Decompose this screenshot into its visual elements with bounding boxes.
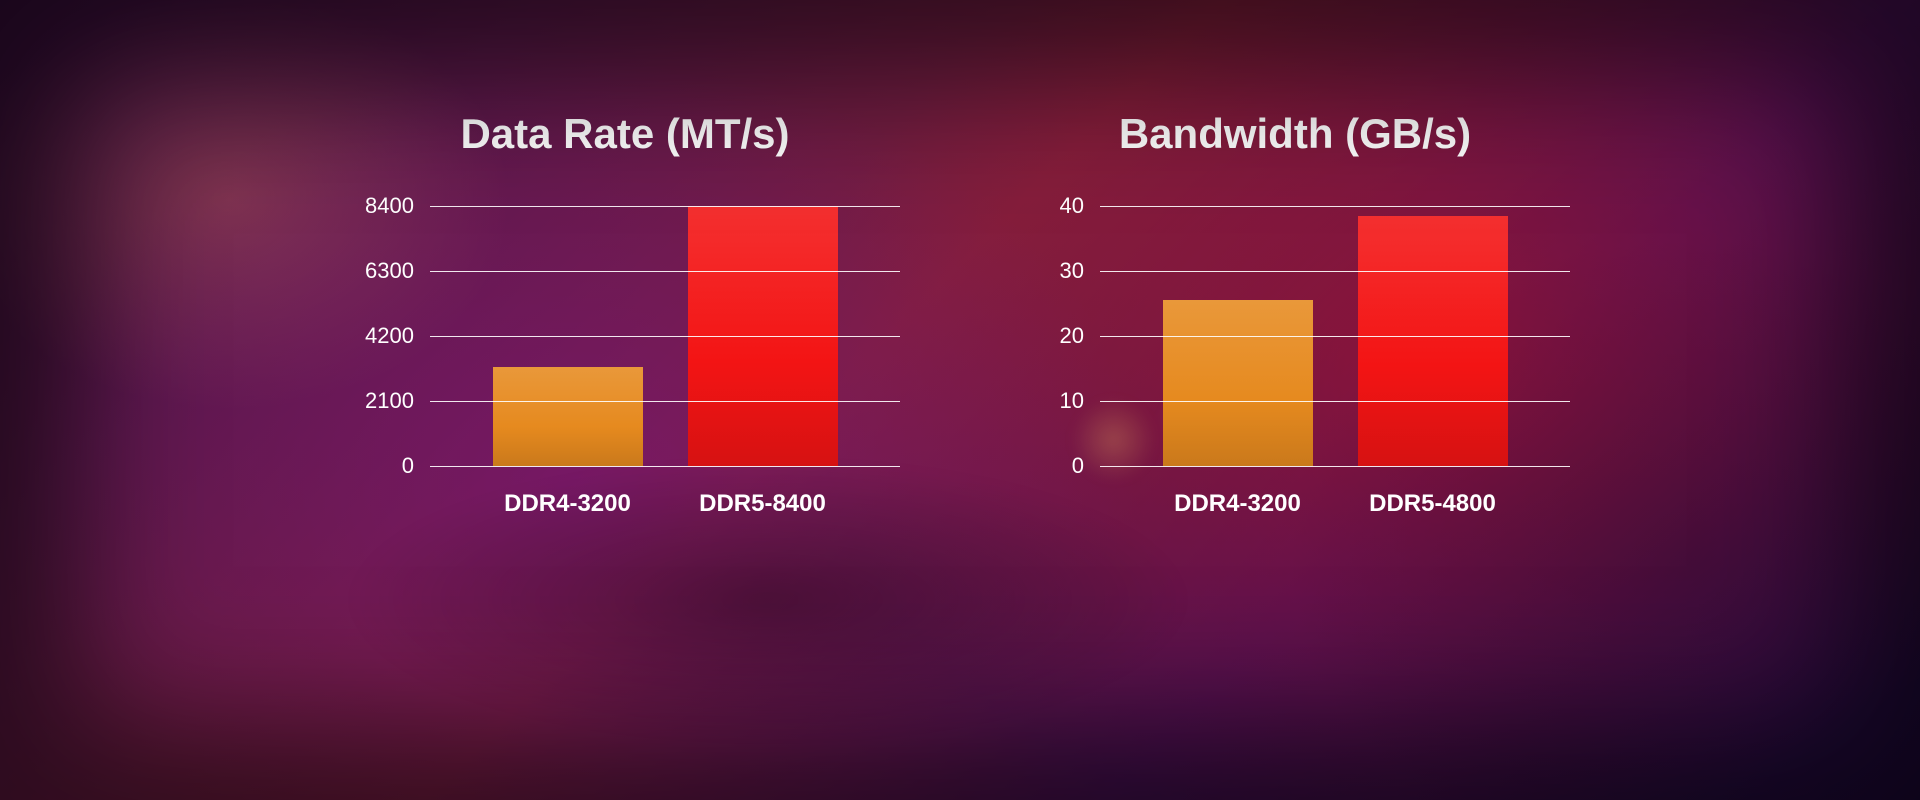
y-axis: 403020100 xyxy=(1020,206,1100,466)
y-tick-label: 4200 xyxy=(365,323,414,349)
y-axis: 84006300420021000 xyxy=(350,206,430,466)
gridline xyxy=(430,401,900,402)
y-tick-label: 30 xyxy=(1060,258,1084,284)
y-tick-label: 6300 xyxy=(365,258,414,284)
y-tick-label: 0 xyxy=(402,453,414,479)
x-axis-labels: DDR4-3200 DDR5-4800 xyxy=(1100,490,1570,518)
gridline xyxy=(1100,466,1570,467)
plot-wrap: 403020100 DDR4-3200DDR5-4800 xyxy=(1020,206,1570,518)
bar xyxy=(1358,216,1508,466)
charts-container: Data Rate (MT/s) 8400 6300 4200 2100 0 DDR4-… xyxy=(0,0,1920,800)
gridline xyxy=(1100,336,1570,337)
y-tick-label: 2100 xyxy=(365,388,414,414)
x-label: DDR5-4800 xyxy=(1358,490,1508,518)
bar xyxy=(1163,300,1313,466)
x-label: DDR4-3200 xyxy=(1163,490,1313,518)
y-tick-label: 40 xyxy=(1060,193,1084,219)
plot-area xyxy=(430,206,900,466)
x-label: DDR4-3200 xyxy=(493,490,643,518)
gridline xyxy=(430,336,900,337)
plot-area xyxy=(1100,206,1570,466)
chart-data-rate: Data Rate (MT/s) 8400 6300 4200 2100 0 DDR4-… xyxy=(350,110,900,518)
gridline xyxy=(430,466,900,467)
y-tick-label: 8400 xyxy=(365,193,414,219)
x-label: DDR5-8400 xyxy=(688,490,838,518)
y-tick-label: 20 xyxy=(1060,323,1084,349)
gridline xyxy=(1100,271,1570,272)
y-tick-label: 10 xyxy=(1060,388,1084,414)
chart-title: Bandwidth (GB/s) xyxy=(1119,110,1471,158)
gridline xyxy=(430,206,900,207)
bar xyxy=(493,367,643,466)
gridline xyxy=(430,271,900,272)
chart-bandwidth: Bandwidth (GB/s) 40 30 20 10 0 DDR4-3200 DDR5… xyxy=(1020,110,1570,518)
gridline xyxy=(1100,401,1570,402)
gridline xyxy=(1100,206,1570,207)
x-axis-labels: DDR4-3200 DDR5-8400 xyxy=(430,490,900,518)
chart-title: Data Rate (MT/s) xyxy=(460,110,789,158)
y-tick-label: 0 xyxy=(1072,453,1084,479)
plot-wrap: 84006300420021000 DDR4-3200DDR5-8400 xyxy=(350,206,900,518)
